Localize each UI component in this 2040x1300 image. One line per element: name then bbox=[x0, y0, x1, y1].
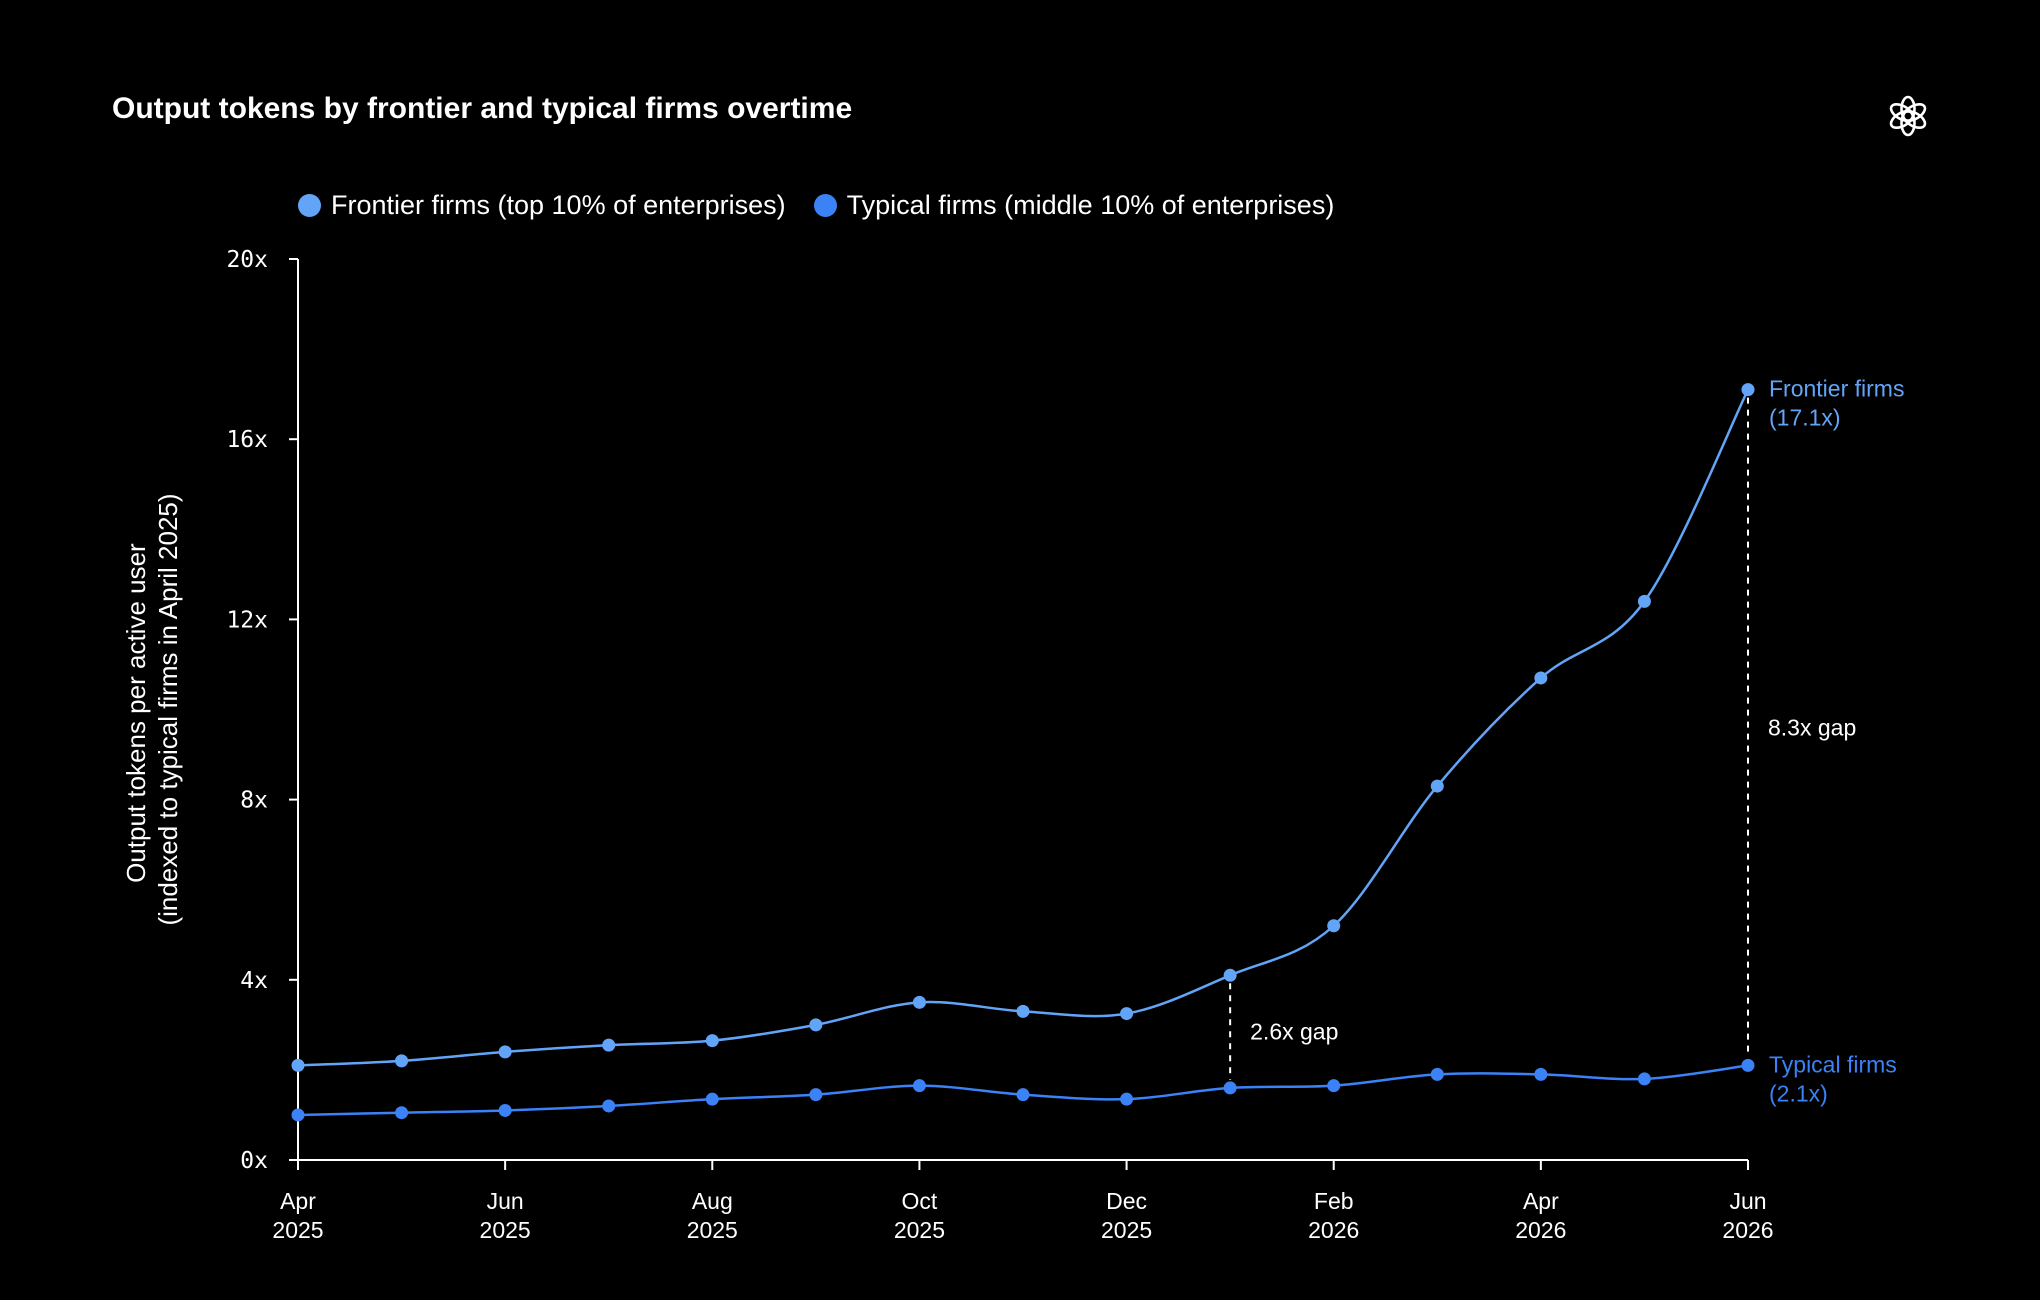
gap-label: 8.3x gap bbox=[1768, 715, 1856, 741]
x-tick-label-month: Apr bbox=[1523, 1188, 1559, 1214]
legend-item-typical: Typical firms (middle 10% of enterprises… bbox=[813, 190, 1335, 221]
data-point-frontier bbox=[291, 1058, 305, 1072]
data-point-frontier bbox=[395, 1054, 409, 1068]
openai-logo-icon bbox=[1889, 95, 1927, 137]
data-point-frontier bbox=[1430, 779, 1444, 793]
data-point-typical bbox=[1534, 1067, 1548, 1081]
data-point-frontier bbox=[809, 1018, 823, 1032]
data-point-frontier bbox=[602, 1038, 616, 1052]
y-axis-label-line-2: (indexed to typical firms in April 2025) bbox=[153, 493, 183, 925]
data-point-typical bbox=[1741, 1058, 1755, 1072]
x-tick-label-year: 2025 bbox=[1101, 1217, 1152, 1243]
x-tick-label-year: 2026 bbox=[1308, 1217, 1359, 1243]
x-tick-label-month: Oct bbox=[902, 1188, 938, 1214]
legend-dot-frontier bbox=[298, 194, 321, 217]
x-tick-label-year: 2025 bbox=[894, 1217, 945, 1243]
legend-dot-typical bbox=[813, 194, 837, 217]
legend-item-frontier: Frontier firms (top 10% of enterprises) bbox=[298, 190, 786, 221]
chart-title: Output tokens by frontier and typical fi… bbox=[112, 92, 853, 125]
end-label-line-2: (2.1x) bbox=[1769, 1080, 1828, 1106]
data-point-typical bbox=[705, 1092, 719, 1106]
x-tick-label-month: Apr bbox=[280, 1188, 316, 1214]
data-point-typical bbox=[1327, 1079, 1341, 1093]
y-tick-label: 12x bbox=[226, 607, 268, 633]
data-point-frontier bbox=[498, 1045, 512, 1059]
y-tick-label: 20x bbox=[226, 247, 268, 273]
series-line-frontier bbox=[297, 389, 1750, 1067]
data-point-frontier bbox=[1534, 671, 1548, 685]
series-points bbox=[291, 383, 1755, 1122]
data-point-typical bbox=[912, 1079, 926, 1093]
gap-annotations: 2.6x gap 8.3x gap bbox=[1229, 397, 1856, 1080]
data-point-typical bbox=[498, 1103, 512, 1117]
data-point-typical bbox=[395, 1106, 409, 1120]
axes: 0x 4x 8x 12x 16x 20x Apr 2025 Jun 2025 Aug 2025 Oct 2… bbox=[226, 247, 1773, 1243]
data-point-typical bbox=[1016, 1088, 1030, 1102]
data-point-typical bbox=[602, 1099, 616, 1113]
x-tick-label-month: Feb bbox=[1314, 1188, 1354, 1214]
y-axis-label-line-1: Output tokens per active user bbox=[121, 543, 151, 883]
data-point-frontier bbox=[1223, 968, 1237, 982]
y-tick-label: 16x bbox=[226, 427, 268, 453]
x-tick-label-month: Dec bbox=[1106, 1188, 1147, 1214]
x-tick-label-year: 2025 bbox=[272, 1217, 323, 1243]
end-label-line-1: Frontier firms bbox=[1769, 376, 1904, 402]
y-axis-label: Output tokens per active user (indexed t… bbox=[121, 493, 183, 925]
legend-label-frontier: Frontier firms (top 10% of enterprises) bbox=[331, 190, 786, 220]
end-label-line-1: Typical firms bbox=[1769, 1051, 1897, 1077]
data-point-typical bbox=[1637, 1072, 1651, 1086]
data-point-frontier bbox=[1016, 1004, 1030, 1018]
data-point-frontier bbox=[1120, 1007, 1134, 1021]
y-tick-label: 8x bbox=[240, 788, 268, 814]
data-point-typical bbox=[291, 1108, 305, 1122]
x-tick-label-year: 2025 bbox=[480, 1217, 531, 1243]
x-tick-label-month: Jun bbox=[1729, 1188, 1766, 1214]
x-tick-label-month: Jun bbox=[487, 1188, 524, 1214]
data-point-typical bbox=[809, 1088, 823, 1102]
data-point-frontier bbox=[912, 995, 926, 1009]
x-tick-label-month: Aug bbox=[692, 1188, 733, 1214]
legend: Frontier firms (top 10% of enterprises) … bbox=[298, 190, 1362, 221]
data-point-frontier bbox=[1741, 383, 1755, 397]
y-tick-label: 0x bbox=[240, 1148, 268, 1174]
end-labels: Frontier firms (17.1x) Typical firms (2.1x) bbox=[1769, 376, 1904, 1107]
end-label-line-2: (17.1x) bbox=[1769, 405, 1841, 431]
legend-label-typical: Typical firms (middle 10% of enterprises… bbox=[846, 190, 1335, 220]
gap-label: 2.6x gap bbox=[1250, 1019, 1338, 1045]
data-point-typical bbox=[1223, 1081, 1237, 1095]
y-tick-label: 4x bbox=[240, 968, 268, 994]
data-point-frontier bbox=[705, 1034, 719, 1048]
data-point-typical bbox=[1430, 1067, 1444, 1081]
x-tick-label-year: 2025 bbox=[687, 1217, 738, 1243]
x-tick-label-year: 2026 bbox=[1515, 1217, 1566, 1243]
data-point-frontier bbox=[1637, 594, 1651, 608]
data-point-typical bbox=[1120, 1092, 1134, 1106]
x-tick-label-year: 2026 bbox=[1722, 1217, 1773, 1243]
data-point-frontier bbox=[1327, 919, 1341, 933]
